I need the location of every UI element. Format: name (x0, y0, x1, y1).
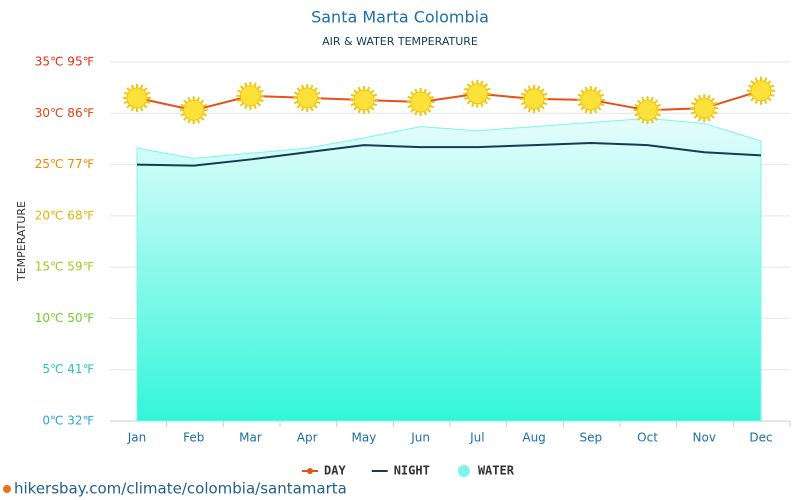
sun-marker (179, 96, 208, 125)
legend-label: WATER (478, 464, 515, 478)
day-line (136, 89, 762, 112)
y-tick-label: 25℃ 77℉ (35, 157, 94, 171)
y-tick-label: 0℃ 32℉ (42, 414, 94, 428)
sun-core (126, 87, 148, 109)
sun-marker (293, 83, 322, 112)
sun-core (466, 83, 488, 105)
x-tick-label: Nov (693, 431, 716, 445)
sun-marker (349, 85, 378, 114)
sun-core (239, 85, 261, 107)
water-area (136, 117, 762, 422)
chart-title: Santa Marta Colombia (311, 8, 489, 27)
sun-marker (463, 79, 492, 108)
x-tick-label: Jan (127, 431, 147, 445)
x-tick-label: Dec (749, 431, 772, 445)
x-tick-label: Jun (410, 431, 430, 445)
chart-subtitle: AIR & WATER TEMPERATURE (322, 35, 478, 48)
night-line (136, 142, 762, 167)
x-tick-label: Apr (297, 431, 318, 445)
x-tick-label: Aug (522, 431, 545, 445)
sun-core (523, 88, 545, 110)
sun-marker (520, 84, 549, 113)
source: hikersbay.com/climate/colombia/santamart… (14, 480, 347, 498)
y-tick-label: 35℃ 95℉ (35, 55, 94, 69)
plot: 0℃ 32℉ 5℃ 41℉ 10℃ 50℉ 15℃ 59℉ 20℃ 68℉ 25℃ 77℉… (35, 55, 791, 445)
sun-core (410, 91, 432, 113)
source-icon (3, 485, 11, 493)
legend-label: NIGHT (394, 464, 430, 478)
x-tick-label: Sep (580, 431, 603, 445)
y-axis-label: TEMPERATURE (15, 201, 28, 282)
sun-core (693, 97, 715, 119)
sun-core (750, 80, 772, 102)
y-tick-label: 20℃ 68℉ (35, 208, 94, 222)
x-tick-label: Jul (469, 431, 484, 445)
legend-swatch (457, 465, 470, 477)
x-tick-label: Mar (239, 431, 262, 445)
x-tick-label: Feb (183, 431, 204, 445)
sun-marker (576, 85, 605, 114)
sun-core (183, 99, 205, 121)
y-tick-label: 30℃ 86℉ (35, 106, 94, 120)
sun-core (580, 89, 602, 111)
sun-marker (690, 94, 719, 123)
x-tick-label: Oct (637, 431, 658, 445)
sun-core (637, 99, 659, 121)
sun-marker (123, 83, 151, 112)
legend-dot (307, 468, 313, 474)
sun-marker (236, 81, 265, 110)
x-tick-label: May (352, 431, 377, 445)
y-tick-label: 5℃ 41℉ (42, 362, 94, 376)
sun-core (353, 89, 375, 111)
y-tick-label: 10℃ 50℉ (35, 311, 94, 325)
sun-marker (633, 96, 662, 125)
y-tick-label: 15℃ 59℉ (35, 260, 94, 274)
sun-core (296, 87, 318, 109)
sun-marker (747, 76, 775, 105)
sun-marker (406, 88, 435, 117)
legend-label: DAY (324, 464, 346, 478)
